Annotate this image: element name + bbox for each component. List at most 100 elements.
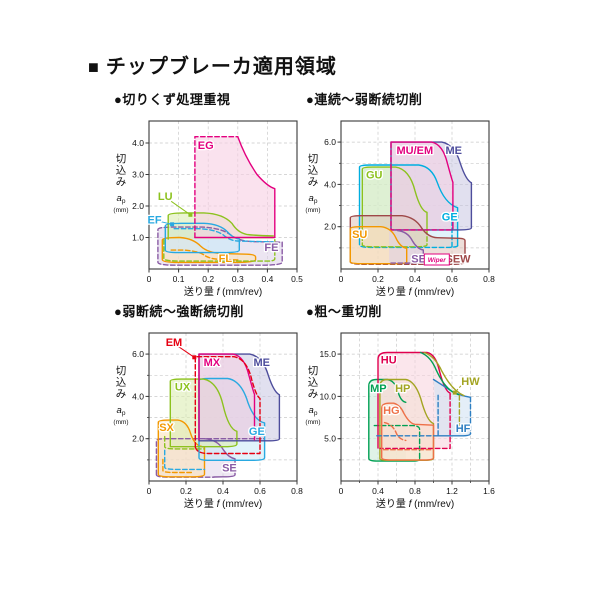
- chart-canvas-1: 0 0.2 0.4 0.6 0.8 2.0 4.0 6.0 送り量 f (mm/rev) 切込みa…: [305, 120, 495, 298]
- x-tick-label: 0.2: [372, 274, 384, 284]
- region-label-ME: ME: [254, 357, 271, 369]
- region-MX-border-0: [198, 353, 256, 441]
- region-EM-border-0: [194, 356, 261, 455]
- chart-canvas-0: 0 0.1 0.2 0.3 0.4 0.5 1.0 2.0 3.0 4.0 送り量 f (mm/re…: [113, 120, 303, 298]
- region-MX-fill: [199, 354, 255, 440]
- y-tick-label: 4.0: [324, 179, 336, 189]
- x-tick-label: 0.4: [409, 274, 421, 284]
- region-FL-border-0: [161, 236, 257, 264]
- plot-frame: [148, 120, 298, 270]
- callout-marker-LU: [188, 212, 193, 217]
- callout-line-EM: [177, 345, 195, 358]
- x-tick-label: 0: [147, 274, 152, 284]
- x-tick-label: 1.2: [446, 486, 458, 496]
- aux-line-1: [423, 351, 465, 397]
- callout-label-EM: EM: [166, 337, 183, 349]
- svg-text:込: 込: [116, 377, 127, 389]
- x-tick-label: 0.4: [261, 274, 273, 284]
- axis-ticks: [337, 141, 490, 273]
- region-UX-border-1: [164, 435, 206, 450]
- region-HF-fill: [433, 379, 471, 436]
- region-label-GU: GU: [366, 169, 383, 181]
- region-FL-border-1: [170, 249, 239, 261]
- x-tick-label: 0.6: [446, 274, 458, 284]
- x-tick-label: 1.6: [483, 486, 495, 496]
- heading-square-icon: ■: [88, 57, 100, 77]
- x-tick-label: 0.6: [254, 486, 266, 496]
- svg-text:み: み: [116, 388, 127, 400]
- y-tick-label: 6.0: [132, 349, 144, 359]
- svg-text:ap: ap: [309, 193, 318, 205]
- x-axis-label: 送り量 f (mm/rev): [184, 497, 262, 510]
- x-tick-label: 0.4: [217, 486, 229, 496]
- y-tick-label: 4.0: [132, 391, 144, 401]
- chart-subtitle: ●弱断続〜強断続切削: [114, 304, 244, 319]
- chart-canvas-3: 0 0.4 0.8 1.2 1.6 5.0 10.0 15.0 送り量 f (mm/rev) 切込…: [305, 332, 495, 510]
- region-SE-border-1: [388, 260, 424, 264]
- y-tick-label: 15.0: [319, 349, 336, 359]
- callout-line-HW: [454, 385, 462, 393]
- svg-text:み: み: [308, 176, 319, 188]
- region-label-HP: HP: [395, 383, 410, 395]
- svg-text:ap: ap: [117, 193, 126, 205]
- y-tick-label: 3.0: [132, 170, 144, 180]
- wiper-badge: [423, 253, 450, 266]
- x-tick-label: 0.2: [180, 486, 192, 496]
- x-axis-label: 送り量 f (mm/rev): [376, 497, 454, 510]
- callout-label-LU: LU: [158, 191, 173, 203]
- region-EG-border-1: [194, 136, 276, 239]
- chart-plot-area: 0 0.1 0.2 0.3 0.4 0.5 1.0 2.0 3.0 4.0 送り量 f (mm/re…: [85, 107, 309, 308]
- x-tick-label: 0.4: [372, 486, 384, 496]
- region-label-FE: FE: [264, 242, 278, 254]
- region-label-GE: GE: [442, 212, 458, 224]
- axis-ticks: [337, 353, 490, 485]
- region-SE-border-0: [396, 229, 424, 263]
- svg-text:ap: ap: [117, 405, 126, 417]
- svg-text:ap: ap: [309, 405, 318, 417]
- chart-subtitle: ●連続〜弱断続切削: [306, 92, 423, 107]
- region-label-EG: EG: [198, 140, 214, 152]
- region-HG-border-0: [381, 402, 435, 461]
- svg-text:込: 込: [308, 377, 319, 389]
- wiper-badge-label: Wiper: [428, 257, 446, 264]
- region-HG-fill: [381, 403, 434, 460]
- region-ME-border-0: [390, 141, 473, 231]
- chart-interrupted-cutting: ●弱断続〜強断続切削 0 0.2 0.4 0.6 0.8 2.0 4.0 6.0 送り量 f (…: [85, 301, 309, 520]
- callout-marker-EM: [192, 355, 197, 360]
- region-MUEM-border-1: [390, 142, 454, 231]
- region-GE-border-1: [358, 217, 459, 249]
- axis-ticks: [145, 142, 298, 273]
- region-label-SX: SX: [159, 422, 174, 434]
- region-GE-border-0: [358, 164, 459, 247]
- y-tick-label: 2.0: [132, 434, 144, 444]
- svg-text:切: 切: [308, 153, 319, 165]
- region-MUEM-border-0: [390, 141, 454, 230]
- chart-plot-area: 0 0.2 0.4 0.6 0.8 2.0 4.0 6.0 送り量 f (mm/rev) 切込み a…: [277, 107, 501, 308]
- x-tick-label: 0.8: [409, 486, 421, 496]
- svg-text:込: 込: [308, 165, 319, 177]
- y-axis-label: 切込み ap (mm): [113, 153, 128, 214]
- chart-subtitle: ●粗〜重切削: [306, 304, 382, 319]
- region-FE-border-0: [157, 226, 283, 266]
- y-tick-label: 1.0: [132, 233, 144, 243]
- svg-text:切: 切: [308, 365, 319, 377]
- x-tick-label: 0: [339, 274, 344, 284]
- x-axis-label: 送り量 f (mm/rev): [376, 285, 454, 298]
- region-SX-border-1: [162, 458, 195, 474]
- y-tick-label: 4.0: [132, 138, 144, 148]
- region-SU-border-0: [349, 226, 408, 265]
- region-GU-border-1: [361, 228, 428, 248]
- region-SEW-border-0: [349, 215, 466, 263]
- region-SE-border-1: [203, 438, 236, 478]
- callout-label-HW: HW: [461, 376, 480, 388]
- chart-continuous-cutting: ●連続〜弱断続切削 0 0.2 0.4 0.6 0.8 2.0 4.0 6.0 送り量 f (m…: [277, 89, 501, 308]
- svg-text:切: 切: [116, 365, 127, 377]
- chart-plot-area: 0 0.4 0.8 1.2 1.6 5.0 10.0 15.0 送り量 f (mm/rev) 切込…: [277, 319, 501, 520]
- callout-line-LU: [170, 200, 191, 216]
- region-label-SE: SE: [222, 462, 237, 474]
- region-HG-border-1: [382, 421, 435, 451]
- region-GE-border-0: [198, 377, 266, 461]
- x-tick-label: 0.5: [291, 274, 303, 284]
- region-label-UX: UX: [175, 381, 191, 393]
- x-tick-label: 0.3: [232, 274, 244, 284]
